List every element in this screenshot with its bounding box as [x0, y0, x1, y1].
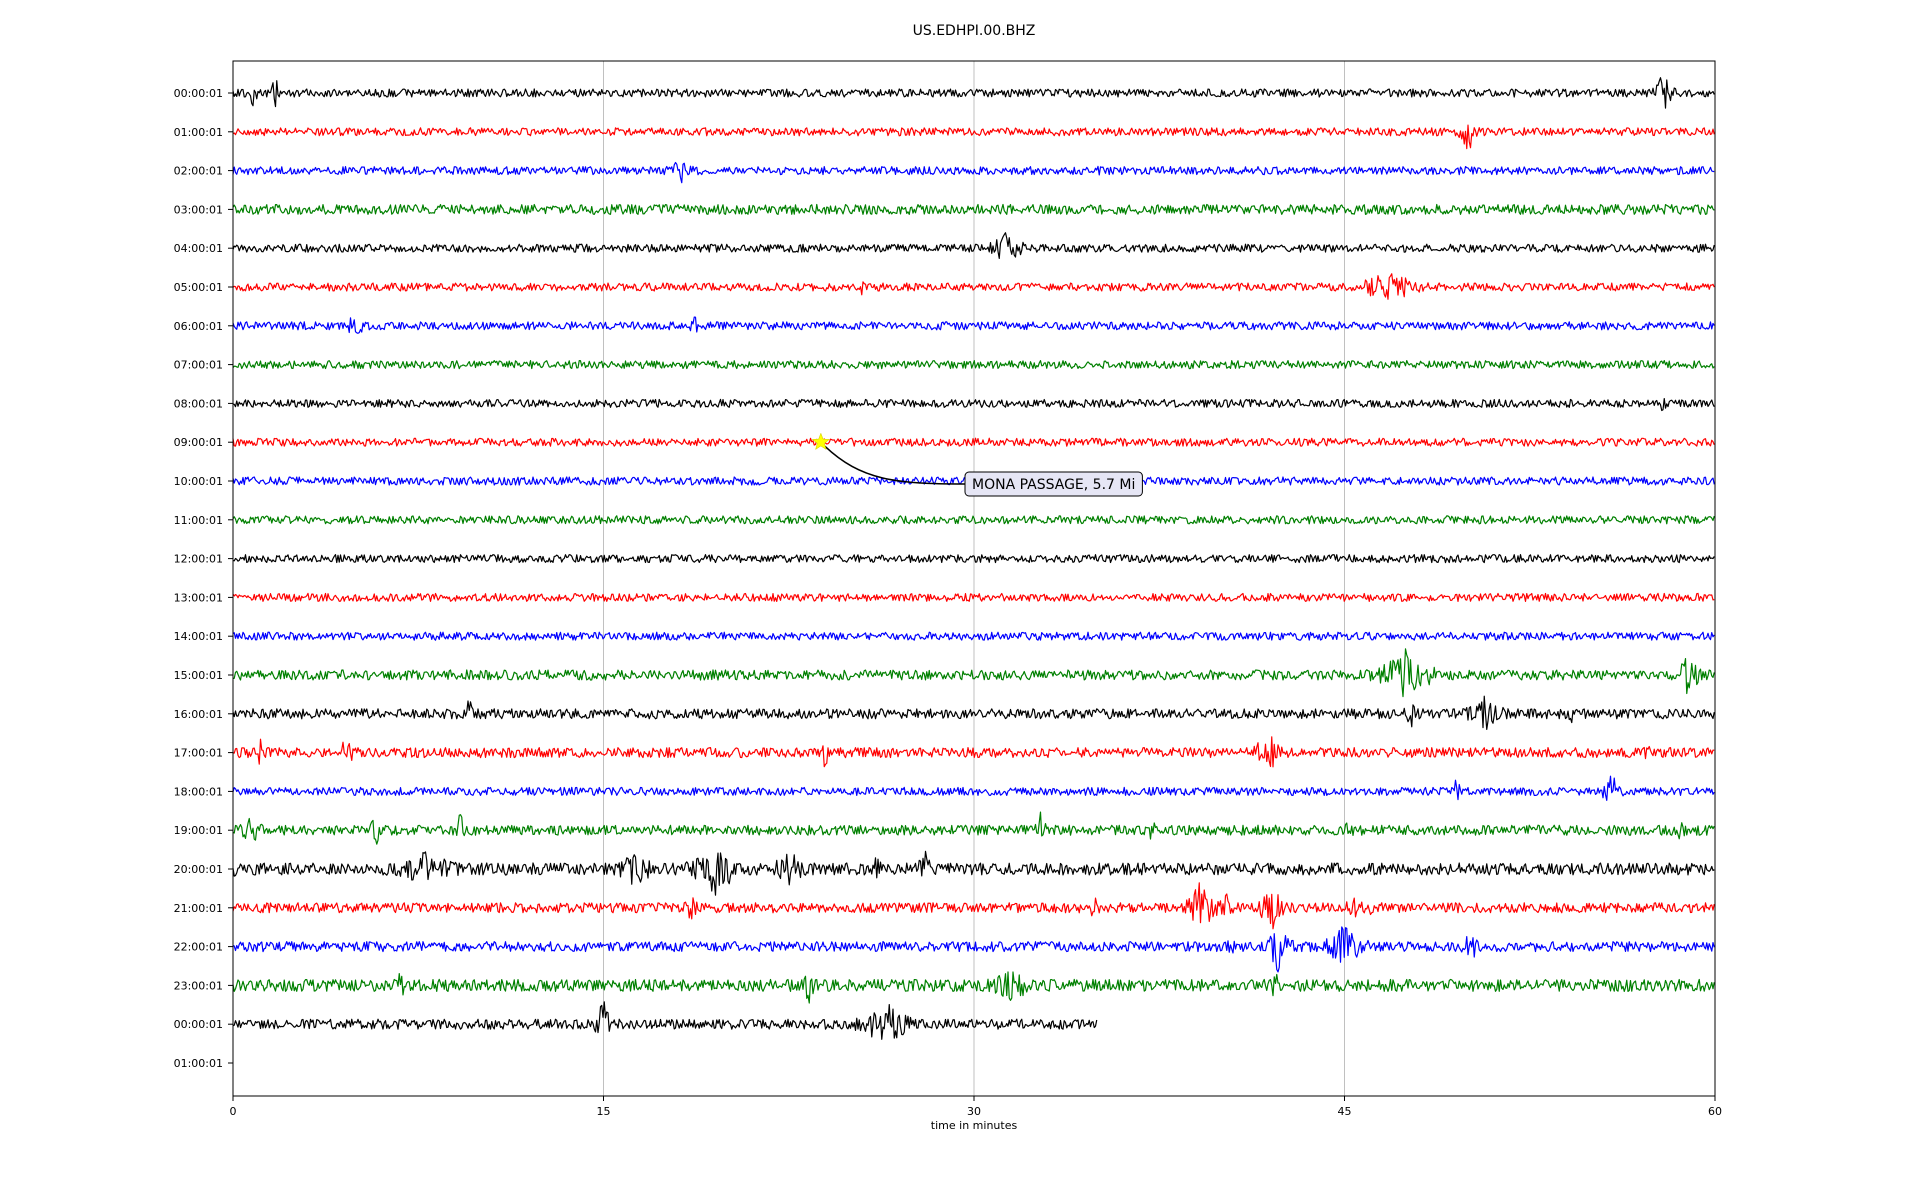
annotation-arrow: [824, 445, 966, 485]
event-star-marker: [811, 432, 831, 451]
seismic-trace: [232, 736, 1715, 768]
y-tick-label: 13:00:01: [174, 591, 223, 604]
annotation-box: [964, 471, 1143, 497]
seismic-trace: [232, 124, 1715, 150]
y-tick-label: 18:00:01: [174, 785, 223, 798]
seismic-trace: [232, 203, 1715, 215]
y-tick-label: 12:00:01: [174, 553, 223, 566]
x-tick-label: 60: [1708, 1105, 1722, 1118]
x-tick-label: 0: [230, 1105, 237, 1118]
y-tick-labels: 00:00:01 01:00:01 02:00:01 03:00:01 04:00:01…: [174, 87, 233, 1070]
y-tick-label: 00:00:01: [174, 87, 223, 100]
y-tick-label: 11:00:01: [174, 514, 223, 527]
y-tick-label: 21:00:01: [174, 902, 223, 915]
y-tick-label: 08:00:01: [174, 397, 223, 410]
seismic-trace: [232, 1001, 1098, 1040]
y-tick-label: 04:00:01: [174, 242, 223, 255]
x-tick-label: 15: [597, 1105, 611, 1118]
y-tick-label: 23:00:01: [174, 979, 223, 992]
seismic-trace: [232, 648, 1715, 698]
y-tick-label: 00:00:01: [174, 1018, 223, 1031]
seismic-trace: [232, 926, 1715, 973]
seismic-trace: [232, 360, 1715, 370]
y-tick-label: 19:00:01: [174, 824, 223, 837]
seismic-trace: [232, 882, 1715, 930]
seismic-trace: [232, 775, 1715, 801]
annotation-label: MONA PASSAGE, 5.7 Mi: [972, 477, 1135, 493]
seismic-trace: [232, 695, 1715, 731]
seismic-trace: [232, 437, 1715, 447]
y-tick-label: 17:00:01: [174, 747, 223, 760]
seismic-trace: [232, 811, 1715, 845]
seismic-trace: [232, 273, 1715, 300]
seismic-trace: [232, 850, 1715, 896]
seismic-trace: [232, 631, 1715, 641]
x-tick-label: 30: [967, 1105, 981, 1118]
y-tick-label: 14:00:01: [174, 630, 223, 643]
seismic-trace: [232, 592, 1715, 602]
y-tick-label: 09:00:01: [174, 436, 223, 449]
seismic-trace: [232, 554, 1715, 564]
vertical-gridlines: [603, 61, 1345, 1096]
seismic-trace: [232, 232, 1715, 260]
chart-title: US.EDHPI.00.BHZ: [913, 23, 1036, 39]
seismic-trace: [232, 398, 1715, 412]
y-tick-label: 20:00:01: [174, 863, 223, 876]
y-tick-label: 06:00:01: [174, 320, 223, 333]
y-tick-label: 01:00:01: [174, 1057, 223, 1070]
y-tick-label: 02:00:01: [174, 165, 223, 178]
y-tick-label: 15:00:01: [174, 669, 223, 682]
x-tick-label: 45: [1338, 1105, 1352, 1118]
y-tick-label: 01:00:01: [174, 126, 223, 139]
x-axis-label: time in minutes: [931, 1119, 1018, 1132]
y-tick-label: 16:00:01: [174, 708, 223, 721]
seismic-trace: [232, 316, 1715, 334]
seismic-trace: [232, 77, 1715, 109]
y-tick-label: 10:00:01: [174, 475, 223, 488]
x-axis: 0 15 30 45 60: [230, 1096, 1722, 1118]
seismic-trace: [232, 971, 1715, 1004]
y-tick-label: 05:00:01: [174, 281, 223, 294]
event-annotation: MONA PASSAGE, 5.7 Mi: [811, 432, 1143, 497]
seismic-trace: [232, 161, 1715, 184]
seismic-trace: [232, 515, 1715, 525]
y-tick-label: 07:00:01: [174, 359, 223, 372]
y-tick-label: 22:00:01: [174, 941, 223, 954]
y-tick-label: 03:00:01: [174, 203, 223, 216]
